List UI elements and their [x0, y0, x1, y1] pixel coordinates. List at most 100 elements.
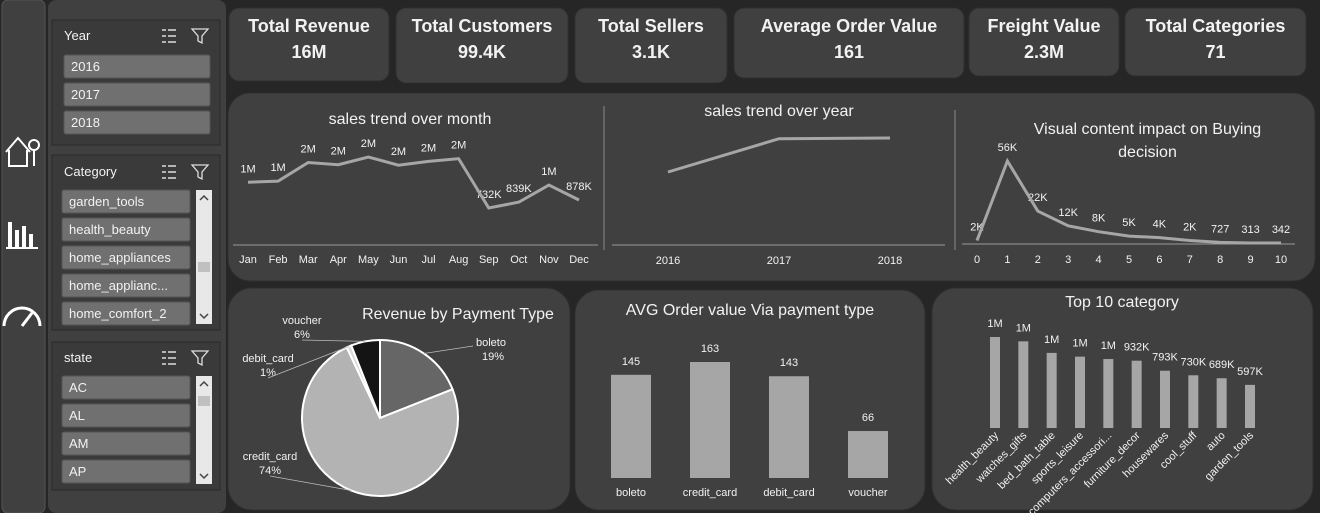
x-tick-label: 3 — [1065, 254, 1071, 266]
data-label: 2M — [421, 142, 436, 154]
x-tick-label: Oct — [510, 254, 527, 266]
slicer-item[interactable] — [61, 459, 191, 484]
bar — [1245, 384, 1255, 428]
slicer-item-label: 2018 — [71, 115, 100, 130]
kpi-title: Total Customers — [412, 16, 553, 36]
data-label: 793K — [1152, 352, 1178, 364]
data-label: 2M — [391, 146, 406, 158]
line — [667, 136, 891, 174]
slicer-item-label: home_comfort_2 — [69, 306, 167, 321]
slicer-item-label: AP — [69, 464, 86, 479]
scroll-arrow[interactable] — [199, 380, 209, 387]
slicer-item[interactable] — [61, 245, 191, 270]
scroll-thumb[interactable] — [198, 262, 210, 272]
multi-select-icon[interactable] — [162, 29, 176, 43]
bar — [1018, 341, 1029, 428]
x-tick-label: Jun — [390, 254, 408, 266]
bar — [1216, 378, 1227, 428]
leader-line — [269, 475, 352, 491]
bar — [611, 374, 651, 478]
leader-line — [423, 345, 474, 354]
x-tick-label: 1 — [1004, 254, 1010, 266]
kpi-value: 161 — [834, 42, 864, 62]
data-label: 2K — [1183, 222, 1197, 234]
slicer-item[interactable] — [61, 217, 191, 242]
slicer-item-label: garden_tools — [69, 194, 145, 209]
data-label: 5K — [1122, 217, 1136, 229]
data-label: 1M — [1016, 322, 1031, 334]
chart-title: Visual content impact on Buying decision — [1033, 121, 1262, 161]
slicer-item[interactable] — [63, 110, 211, 135]
slice-label: 1% — [260, 367, 276, 379]
slicer-item[interactable] — [61, 189, 191, 214]
multi-select-icon[interactable] — [162, 165, 176, 179]
x-tick-label: Jan — [239, 254, 257, 266]
bar — [990, 337, 1000, 428]
slicer-title: Category — [64, 164, 117, 179]
chart-icon[interactable] — [6, 222, 38, 249]
clear-filter-icon[interactable] — [190, 350, 210, 367]
slicer-item[interactable] — [63, 82, 211, 107]
data-label: 727 — [1211, 223, 1229, 235]
bar — [1160, 370, 1170, 428]
data-label: 12K — [1058, 207, 1078, 219]
scroll-thumb[interactable] — [198, 396, 210, 406]
slicer-item[interactable] — [61, 273, 191, 298]
slicer-item-label: AC — [69, 380, 87, 395]
data-label: 839K — [506, 183, 532, 195]
x-tick-label: 4 — [1096, 254, 1102, 266]
slicer-box — [51, 154, 221, 331]
kpi-value: 16M — [291, 42, 326, 62]
slicer-item[interactable] — [61, 301, 191, 326]
kpi-card — [733, 7, 965, 79]
bar — [1046, 352, 1057, 428]
x-tick-label: Nov — [539, 254, 559, 266]
x-tick-label: credit_card — [683, 487, 737, 499]
scrollbar — [196, 376, 212, 484]
slicer-item-label: home_appliances — [69, 250, 171, 265]
scroll-arrow[interactable] — [199, 313, 209, 320]
kpi-value: 99.4K — [458, 42, 506, 62]
data-label: 66 — [862, 412, 874, 424]
data-label: 730K — [1180, 356, 1206, 368]
slice-label: 74% — [259, 465, 281, 477]
clear-filter-icon[interactable] — [190, 164, 210, 181]
x-tick-label: 2016 — [656, 255, 680, 267]
icon-bar — [22, 226, 26, 248]
data-label: 932K — [1124, 342, 1150, 354]
x-tick-label: Sep — [479, 254, 499, 266]
multi-select-icon[interactable] — [162, 351, 176, 365]
slicer-item[interactable] — [61, 403, 191, 428]
data-label: 2M — [331, 146, 346, 158]
slicer-item[interactable] — [63, 54, 211, 79]
scroll-arrow[interactable] — [199, 194, 209, 201]
clear-filter-icon[interactable] — [190, 28, 210, 45]
data-label: 1M — [1044, 334, 1059, 346]
gauge-arc — [2, 306, 42, 327]
data-label: 1M — [1101, 340, 1116, 352]
gauge-needle — [20, 312, 34, 327]
bar — [1131, 360, 1142, 428]
x-tick-label: 8 — [1217, 254, 1223, 266]
icon-axis — [6, 247, 38, 249]
scroll-arrow[interactable] — [199, 473, 209, 480]
gauge-icon[interactable] — [2, 306, 42, 327]
pie-slice — [379, 338, 454, 420]
nav-strip — [1, 0, 46, 513]
x-tick-label: Feb — [269, 254, 288, 266]
leader-line — [301, 339, 366, 342]
kpi-value: 71 — [1205, 42, 1225, 62]
data-label: 4K — [1153, 219, 1167, 231]
slicer-item[interactable] — [61, 431, 191, 456]
home-icon[interactable] — [5, 136, 40, 167]
slicer-item[interactable] — [61, 375, 191, 400]
x-tick-label: Apr — [330, 254, 347, 266]
chart-title: Revenue by Payment Type — [362, 306, 554, 323]
slicer-item-label: health_beauty — [69, 222, 151, 237]
bar — [769, 376, 809, 478]
chart-title: sales trend over year — [704, 103, 854, 120]
slicer-item-label: home_applianc... — [69, 278, 168, 293]
data-label: 313 — [1241, 224, 1259, 236]
slicer-title: Year — [64, 28, 91, 43]
